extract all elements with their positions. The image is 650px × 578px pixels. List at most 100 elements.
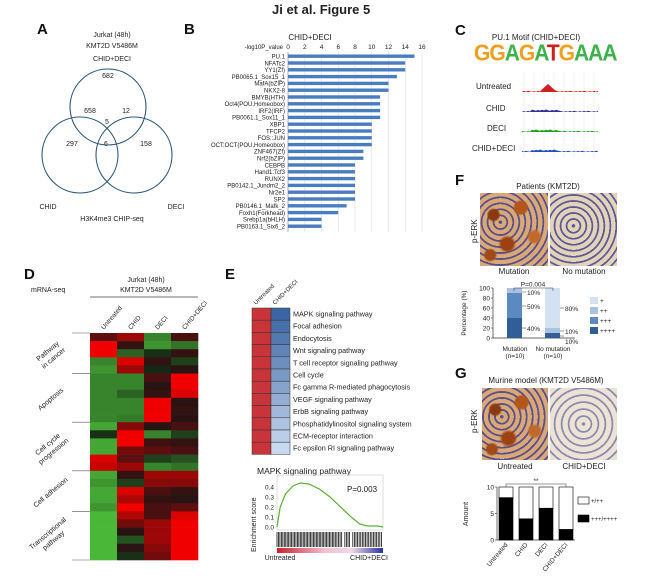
b-bar — [288, 142, 372, 147]
b-category-label: PB0061.1_Sox11_1 — [232, 116, 286, 122]
d-heatmap-cell — [117, 535, 145, 545]
d-heatmap-cell — [90, 365, 118, 374]
f-legend-label: +++ — [600, 318, 612, 325]
panel-label-e: E — [225, 266, 236, 283]
d-heatmap-cell — [90, 430, 118, 439]
d-heatmap-cell — [117, 527, 145, 536]
venn-circle-deci — [95, 116, 173, 194]
g-title: Murine model (KMT2D V5486M) — [488, 376, 604, 385]
venn-count-top-left: 658 — [84, 108, 96, 115]
b-category-label: NFATc2 — [264, 61, 285, 67]
e-heatmap-cell-chid-deci — [270, 332, 291, 345]
d-heatmap-cell — [90, 341, 118, 350]
g-bar-segment — [498, 486, 514, 498]
d-heatmap-cell — [117, 333, 145, 342]
e-pathway-label: Endocytosis — [293, 334, 332, 343]
gsea-enrichment-curve — [276, 482, 384, 528]
d-heatmap-cell — [90, 389, 118, 399]
b-category-label: NKX2-8 — [264, 89, 286, 95]
b-category-label: OCT:OCT(POU,Homeobox) — [211, 143, 285, 149]
b-category-label: PB0163.1_Six6_2 — [237, 225, 286, 231]
d-heatmap-cell — [144, 365, 172, 374]
d-heatmap-cell — [144, 341, 172, 350]
d-heatmap-cell — [117, 365, 145, 374]
f-segment-label: 80% — [565, 306, 578, 313]
e-heatmap-cell-chid-deci — [270, 417, 291, 431]
e-heatmap-cell-chid-deci — [270, 368, 291, 382]
b-bar — [288, 115, 381, 120]
d-heatmap-cell — [117, 430, 145, 439]
g-bar-segment — [518, 486, 534, 520]
d-header-line1: Jurkat (48h) — [127, 277, 165, 284]
d-heatmap-cell — [90, 405, 118, 415]
f-y-axis-label: Percentage (%) — [461, 290, 468, 335]
d-heatmap-cell — [171, 381, 199, 391]
d-heatmap-cell — [171, 543, 199, 553]
d-heatmap-cell — [117, 511, 145, 520]
e-pathway-label: T cell receptor signaling pathway — [293, 358, 398, 367]
b-bar — [288, 190, 355, 194]
d-heatmap-cell — [144, 397, 172, 407]
f-bar-segment — [507, 288, 522, 293]
d-heatmap-cell — [117, 357, 145, 366]
d-heatmap-cell — [117, 470, 145, 480]
track-label-chid-deci: CHID+DECI — [472, 144, 516, 153]
motif-letter: G — [489, 40, 505, 67]
e-heatmap-cell-untreated — [251, 380, 272, 394]
d-heatmap-cell — [90, 381, 118, 391]
d-heatmap-cell — [171, 430, 199, 439]
d-heatmap-cell — [90, 478, 118, 488]
motif-letter: A — [534, 40, 548, 67]
g-bar-segment — [538, 486, 554, 509]
d-heatmap-cell — [90, 438, 118, 447]
e-heatmap-cell-chid-deci — [270, 441, 291, 455]
b-x-tick-label: 0 — [286, 44, 290, 51]
d-heatmap-cell — [117, 503, 145, 512]
d-heatmap-cell — [144, 470, 172, 480]
d-heatmap-cell — [117, 519, 145, 528]
e-heatmap-cell-untreated — [251, 356, 272, 370]
f-image-label-no-mutation: No mutation — [562, 267, 606, 276]
g-legend-swatch — [577, 514, 590, 523]
g-image-label-chid-deci: CHID+DECI — [562, 462, 606, 471]
f-title: Patients (KMT2D) — [516, 182, 580, 191]
gsea-y-tick-label: 0.1 — [265, 515, 274, 522]
f-pvalue: P=0.004 — [521, 282, 546, 289]
b-x-tick-label: 4 — [320, 44, 324, 51]
f-y-tick-label: 80 — [483, 296, 491, 303]
venn-header-line1: Jurkat (48h) — [93, 32, 131, 39]
d-heatmap-cell — [144, 519, 172, 528]
venn-set-right: DECI — [167, 204, 185, 211]
b-category-label: Nr2e1 — [269, 191, 286, 197]
f-segment-label: 10% — [565, 339, 578, 346]
d-heatmap-cell — [90, 495, 118, 504]
d-heatmap-cell — [117, 551, 145, 561]
d-heatmap-cell — [144, 438, 172, 447]
d-heatmap-cell — [117, 397, 145, 407]
track-signal-3 — [522, 149, 598, 152]
d-heatmap-cell — [144, 543, 172, 553]
d-heatmap-cell — [171, 535, 199, 545]
b-category-label: PB0142.1_Jundm2_2 — [227, 184, 285, 190]
d-heatmap-cell — [117, 446, 145, 455]
d-heatmap-cell — [117, 495, 145, 504]
ihc-image-mutation — [480, 193, 548, 266]
figure-title: Ji et al. Figure 5 — [272, 2, 371, 17]
b-category-label: IRF2(IRF) — [258, 109, 285, 115]
b-category-label: Nrf2(bZIP) — [257, 157, 285, 163]
d-group-label: Cell adhesion — [33, 477, 70, 510]
d-heatmap-cell — [90, 462, 118, 472]
d-heatmap-cell — [90, 454, 118, 464]
d-heatmap-cell — [171, 373, 199, 382]
f-legend-swatch — [590, 297, 598, 304]
motif-logo: GGAGATGAAA — [474, 40, 618, 67]
b-bar — [288, 74, 397, 79]
venn-count-top-only: 682 — [102, 73, 114, 80]
b-bar — [288, 149, 364, 154]
e-heatmap-cell-untreated — [251, 319, 272, 333]
f-category-label: No mutation — [535, 346, 570, 353]
b-x-tick-label: 10 — [368, 44, 376, 51]
b-bar — [288, 176, 355, 181]
g-bar-segment — [538, 507, 554, 541]
d-heatmap-cell — [144, 357, 172, 366]
